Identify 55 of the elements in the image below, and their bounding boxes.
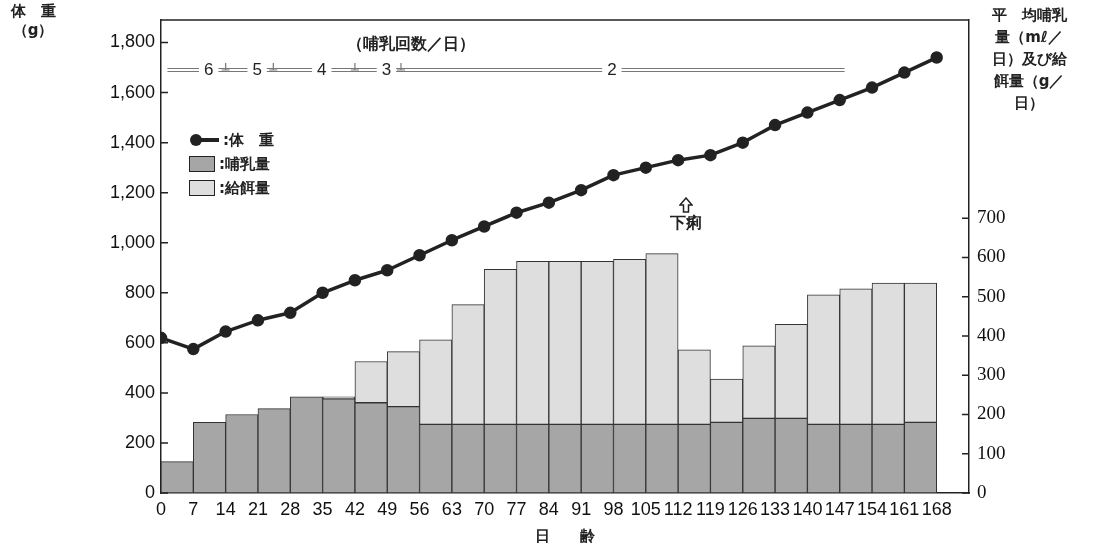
x-tick-label: 77 <box>506 498 527 519</box>
y2-tick-label: 100 <box>977 441 1006 463</box>
y2-tick-label: 200 <box>977 402 1006 424</box>
x-tick-label: 168 <box>921 498 952 519</box>
annotation: 2 <box>607 59 617 79</box>
annotation: 3 <box>381 59 392 79</box>
x-tick-label: 126 <box>727 498 758 519</box>
x-tick-label: 28 <box>280 498 301 519</box>
x-tick-label: 14 <box>215 498 236 519</box>
y-tick-label: 1,000 <box>109 231 155 252</box>
y-tick-label: 0 <box>144 481 155 502</box>
legend-label: :給餌量 <box>219 178 270 198</box>
x-tick-label: 21 <box>247 498 268 519</box>
x-tick-label: 154 <box>857 498 888 519</box>
x-tick-label: 161 <box>889 498 920 519</box>
x-axis-title: 日 齢 <box>534 527 596 546</box>
y-tick-label: 1,800 <box>109 31 155 52</box>
y2-tick-label: 600 <box>977 245 1006 267</box>
y-tick-label: 1,200 <box>109 181 155 202</box>
x-tick-label: 91 <box>571 498 592 519</box>
x-tick-label: 147 <box>824 498 855 519</box>
y2-axis-title: 平 均哺乳量（mℓ／日）及び給餌量（g／日） <box>990 5 1068 114</box>
x-tick-label: 98 <box>603 498 624 519</box>
annotation: 下痢 <box>669 212 703 232</box>
annotation: 6 <box>203 59 214 79</box>
y-tick-label: 1,600 <box>109 81 155 102</box>
legend-label: :哺乳量 <box>219 154 270 174</box>
x-tick-label: 84 <box>538 498 559 519</box>
x-tick-label: 112 <box>663 498 693 519</box>
y-tick-label: 800 <box>124 281 155 302</box>
legend-label: :体 重 <box>223 130 274 150</box>
y-tick-label: 200 <box>124 431 155 452</box>
x-tick-label: 140 <box>792 498 823 519</box>
y2-tick-label: 500 <box>977 284 1006 306</box>
annotation: 5 <box>252 59 262 79</box>
y2-tick-label: 700 <box>977 206 1006 228</box>
x-tick-label: 56 <box>409 498 430 519</box>
x-tick-label: 119 <box>696 498 725 519</box>
y-tick-label: 600 <box>124 331 155 352</box>
x-tick-label: 63 <box>441 498 462 519</box>
annotation: 4 <box>317 59 327 79</box>
y2-tick-label: 300 <box>977 363 1006 385</box>
x-tick-label: 105 <box>630 498 661 519</box>
annotation: （哺乳回数／日） <box>347 34 476 54</box>
x-tick-label: 70 <box>474 498 495 519</box>
x-tick-label: 35 <box>312 498 333 519</box>
y2-tick-label: 400 <box>977 323 1006 345</box>
y-tick-label: 400 <box>124 381 155 402</box>
x-tick-label: 49 <box>377 498 398 519</box>
y-tick-label: 1,400 <box>109 131 155 152</box>
x-tick-label: 7 <box>188 498 199 519</box>
y-axis-title: 体 重（g） <box>9 2 57 40</box>
x-tick-label: 133 <box>760 498 791 519</box>
x-tick-label: 42 <box>344 498 365 519</box>
y2-tick-label: 0 <box>977 480 987 502</box>
